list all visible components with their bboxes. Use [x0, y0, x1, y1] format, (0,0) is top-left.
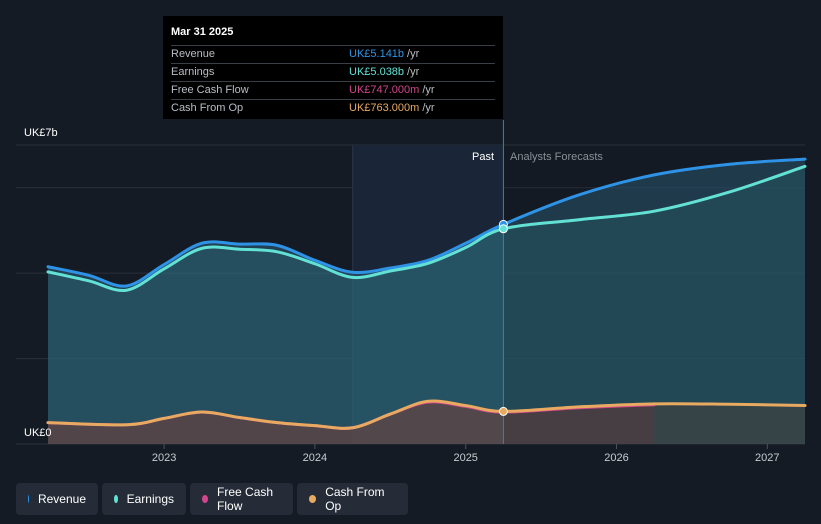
legend-dot-icon [202, 495, 209, 503]
legend-earnings[interactable]: Earnings [102, 483, 186, 515]
x-tick-label: 2025 [453, 452, 477, 464]
tooltip-row-cash-from-op: Cash From Op UK£763.000m /yr [171, 99, 495, 117]
cash-from-op-line [46, 399, 807, 430]
legend-label: Free Cash Flow [217, 485, 274, 513]
tooltip-unit: /yr [407, 48, 420, 60]
legend-dot-icon [28, 495, 29, 503]
revenue-area [48, 159, 805, 445]
chart: UK£7b UK£0 Past Analysts Forecasts 2023 2… [16, 120, 807, 464]
tooltip-label: Earnings [171, 66, 215, 78]
tooltip-unit: /yr [422, 84, 435, 96]
tooltip-value: UK£747.000m [349, 84, 420, 96]
past-label: Past [472, 151, 494, 163]
series-areas [48, 145, 805, 445]
legend-dot-icon [114, 495, 118, 503]
legend-free-cash-flow[interactable]: Free Cash Flow [190, 483, 293, 515]
tooltip-label: Cash From Op [171, 102, 244, 114]
earnings-line [46, 164, 807, 293]
tooltip-date: Mar 31 2025 [171, 26, 234, 38]
y-min-label: UK£0 [24, 427, 52, 439]
revenue-line [46, 157, 807, 288]
tooltip-row-revenue: Revenue UK£5.141b /yr [171, 45, 495, 63]
y-max-label: UK£7b [24, 127, 58, 139]
x-tick-label: 2023 [152, 452, 176, 464]
tooltip-value: UK£5.141b [349, 48, 405, 60]
tooltip-value: UK£5.038b [349, 66, 405, 78]
tooltip-value: UK£763.000m [349, 102, 420, 114]
legend-label: Revenue [37, 492, 86, 506]
cash-from-op-area [48, 400, 805, 444]
forecast-shade [503, 145, 805, 444]
tooltip-unit: /yr [407, 66, 420, 78]
tooltip-unit: /yr [422, 102, 435, 114]
x-tick-label: 2024 [303, 452, 327, 464]
cash-from-op-marker [498, 406, 508, 416]
x-tick-label: 2027 [755, 452, 779, 464]
legend-label: Cash From Op [325, 485, 385, 513]
tooltip: Mar 31 2025 Revenue UK£5.141b /yr Earnin… [163, 16, 503, 119]
x-tick-label: 2026 [604, 452, 628, 464]
earnings-area [48, 166, 805, 444]
x-tick-labels: 2023 2024 2025 2026 2027 [152, 444, 780, 464]
forecast-label: Analysts Forecasts [510, 151, 603, 163]
hover-markers [498, 219, 508, 416]
legend: Revenue Earnings Free Cash Flow Cash Fro… [16, 483, 408, 515]
earnings-marker [498, 224, 508, 234]
tooltip-label: Revenue [171, 48, 216, 60]
legend-label: Earnings [126, 492, 174, 506]
tooltip-label: Free Cash Flow [171, 84, 249, 96]
legend-revenue[interactable]: Revenue [16, 483, 98, 515]
legend-dot-icon [309, 495, 317, 503]
axis-labels: UK£7b UK£0 Past Analysts Forecasts [24, 127, 603, 439]
tooltip-row-earnings: Earnings UK£5.038b /yr [171, 63, 495, 81]
tooltip-row-free-cash-flow: Free Cash Flow UK£747.000m /yr [171, 81, 495, 99]
legend-cash-from-op[interactable]: Cash From Op [297, 483, 408, 515]
